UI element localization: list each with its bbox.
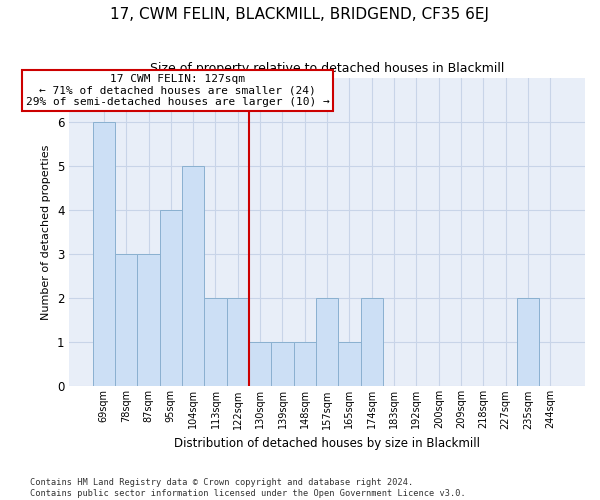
Bar	[338, 342, 361, 386]
Bar	[92, 122, 115, 386]
Text: 17 CWM FELIN: 127sqm
← 71% of detached houses are smaller (24)
29% of semi-detac: 17 CWM FELIN: 127sqm ← 71% of detached h…	[26, 74, 329, 107]
Bar	[249, 342, 271, 386]
Y-axis label: Number of detached properties: Number of detached properties	[41, 144, 52, 320]
X-axis label: Distribution of detached houses by size in Blackmill: Distribution of detached houses by size …	[174, 437, 480, 450]
Text: Contains HM Land Registry data © Crown copyright and database right 2024.
Contai: Contains HM Land Registry data © Crown c…	[30, 478, 466, 498]
Text: 17, CWM FELIN, BLACKMILL, BRIDGEND, CF35 6EJ: 17, CWM FELIN, BLACKMILL, BRIDGEND, CF35…	[110, 8, 490, 22]
Bar	[115, 254, 137, 386]
Bar	[271, 342, 293, 386]
Bar	[227, 298, 249, 386]
Title: Size of property relative to detached houses in Blackmill: Size of property relative to detached ho…	[150, 62, 505, 76]
Bar	[316, 298, 338, 386]
Bar	[182, 166, 205, 386]
Bar	[137, 254, 160, 386]
Bar	[205, 298, 227, 386]
Bar	[293, 342, 316, 386]
Bar	[361, 298, 383, 386]
Bar	[517, 298, 539, 386]
Bar	[160, 210, 182, 386]
